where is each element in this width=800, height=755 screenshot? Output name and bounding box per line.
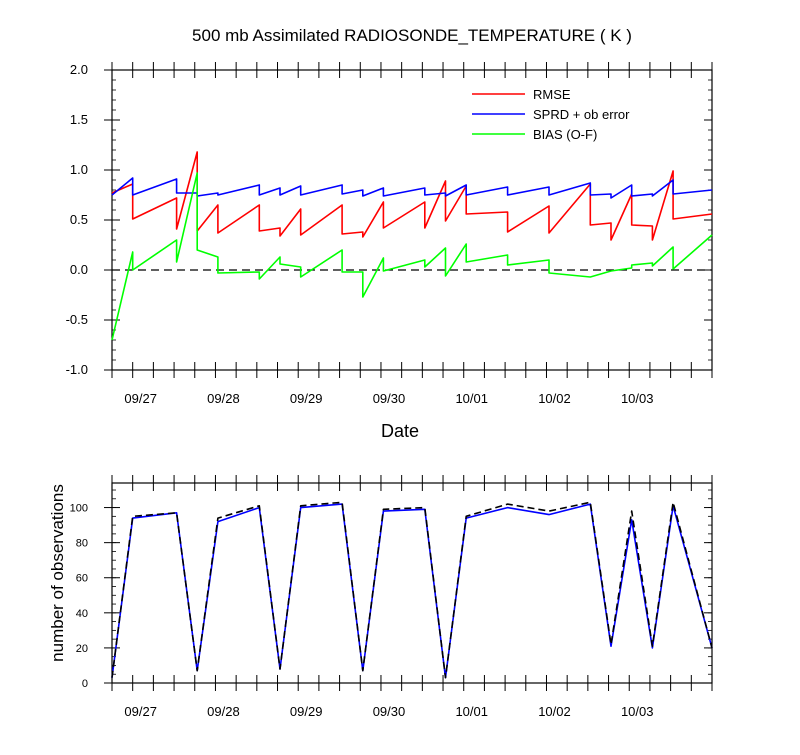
- series-line-rmse: [111, 151, 713, 241]
- series-line-observations-available: [111, 501, 713, 679]
- x-tick-label: 10/01: [455, 704, 488, 719]
- y-tick-label: 20: [76, 643, 88, 655]
- y-tick-label: 2.0: [70, 62, 88, 77]
- legend-label: SPRD + ob error: [533, 107, 630, 122]
- series-line-bias-o-f-: [111, 172, 713, 341]
- y-tick-label: 0: [82, 678, 88, 690]
- y-tick-label: 100: [70, 503, 88, 515]
- plot-frame-2: [111, 482, 713, 684]
- y-tick-label: -1.0: [66, 362, 88, 377]
- x-tick-label: 09/29: [290, 704, 323, 719]
- x-tick-label: 09/28: [207, 704, 240, 719]
- x-tick-label: 09/30: [373, 391, 406, 406]
- chart-title: 500 mb Assimilated RADIOSONDE_TEMPERATUR…: [192, 26, 632, 45]
- y-tick-label: 0.0: [70, 262, 88, 277]
- x-tick-label: 10/02: [538, 704, 571, 719]
- x-tick-label: 10/01: [455, 391, 488, 406]
- x-tick-label: 10/03: [621, 391, 654, 406]
- series-line-sprd-ob-error: [111, 177, 713, 199]
- y-tick-label: 80: [76, 538, 88, 550]
- legend-label: BIAS (O-F): [533, 127, 597, 142]
- x-tick-label: 09/30: [373, 704, 406, 719]
- legend-label: RMSE: [533, 87, 571, 102]
- x-axis-label: Date: [381, 421, 419, 441]
- y-tick-label: 40: [76, 608, 88, 620]
- y-tick-label: 0.5: [70, 212, 88, 227]
- x-tick-label: 09/27: [124, 391, 157, 406]
- y-axis-label: number of observations: [48, 484, 67, 662]
- y-tick-label: 1.5: [70, 112, 88, 127]
- x-tick-label: 10/02: [538, 391, 571, 406]
- x-tick-label: 09/28: [207, 391, 240, 406]
- y-tick-label: -0.5: [66, 312, 88, 327]
- series-line-observations-used: [111, 503, 713, 679]
- x-tick-label: 10/03: [621, 704, 654, 719]
- y-tick-label: 60: [76, 573, 88, 585]
- x-tick-label: 09/29: [290, 391, 323, 406]
- y-tick-label: 1.0: [70, 162, 88, 177]
- x-tick-label: 09/27: [124, 704, 157, 719]
